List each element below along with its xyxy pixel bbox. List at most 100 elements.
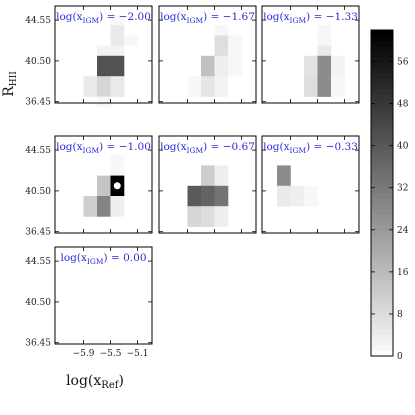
heatmap-cell: [110, 55, 125, 67]
heatmap-cell: [201, 175, 215, 187]
colorbar-segment: [371, 247, 393, 254]
panel-frame: [158, 5, 257, 104]
heatmap-cell: [201, 196, 215, 207]
y-tick-label: 44.55: [25, 257, 51, 267]
colorbar-segment: [371, 220, 393, 227]
heatmap-cell: [97, 96, 111, 108]
panel-frame: [158, 135, 257, 234]
heatmap-cell: [201, 216, 215, 227]
colorbar-segment: [371, 193, 393, 200]
colorbar-tick-label: 0: [397, 352, 403, 362]
heatmap-cell: [187, 196, 202, 207]
panel-background: [55, 247, 152, 344]
colorbar-segment: [371, 78, 393, 85]
colorbar-tick-label: 48: [397, 100, 409, 110]
colorbar-tick-label: 8: [397, 310, 403, 320]
colorbar-segment: [371, 51, 393, 58]
heatmap-cell: [97, 76, 111, 87]
heatmap-cell: [97, 66, 111, 77]
heatmap-cell: [214, 66, 229, 77]
heatmap-cell: [214, 76, 229, 87]
heatmap-cell: [228, 35, 242, 46]
colorbar-frame: [370, 29, 394, 357]
heatmap-cell: [228, 45, 242, 57]
heatmap-cell: [83, 76, 98, 87]
heatmap-cell: [110, 206, 125, 217]
colorbar-segment: [371, 182, 393, 189]
colorbar-segment: [371, 40, 393, 47]
heatmap-cell: [214, 175, 229, 187]
truth-marker: [113, 182, 121, 190]
colorbar-segment: [371, 307, 393, 314]
colorbar-segment: [371, 231, 393, 238]
colorbar-segment: [371, 301, 393, 308]
colorbar-segment: [371, 144, 393, 151]
heatmap-cell: [187, 76, 202, 87]
heatmap-cell: [290, 185, 305, 197]
colorbar-segment: [371, 73, 393, 80]
colorbar-segment: [371, 323, 393, 330]
colorbar-segment: [371, 133, 393, 140]
colorbar-tick-label: 32: [397, 184, 408, 194]
heatmap-cell: [317, 86, 332, 97]
heatmap-cell: [110, 86, 125, 97]
heatmap-cell: [110, 185, 125, 197]
colorbar-segment: [371, 241, 393, 248]
heatmap-cell: [201, 86, 215, 97]
heatmap-cell: [201, 165, 215, 176]
heatmap-cell: [187, 216, 202, 227]
colorbar-segment: [371, 46, 393, 53]
heatmap-cell: [110, 35, 125, 46]
heatmap-cell: [83, 86, 98, 97]
heatmap-cell: [214, 196, 229, 207]
heatmap-cell: [110, 196, 125, 207]
panel-title: log(xIGM) = −1.00: [56, 141, 151, 155]
heatmap-cell: [331, 76, 345, 87]
colorbar-segment: [371, 138, 393, 145]
colorbar-segment: [371, 269, 393, 276]
colorbar-segment: [371, 285, 393, 292]
colorbar-segment: [371, 154, 393, 161]
heatmap-cell: [97, 206, 111, 217]
colorbar-segment: [371, 252, 393, 259]
panel-1: log(xIGM) = −1.67: [158, 5, 257, 104]
panel-title: log(xIGM) = 0.00: [60, 252, 146, 266]
colorbar-segment: [371, 95, 393, 102]
heatmap-cell: [110, 165, 125, 176]
y-tick-label: 44.55: [25, 16, 51, 26]
panel-0: log(xIGM) = −2.00 44.55 40.50 36.45: [25, 5, 153, 108]
heatmap-cell: [187, 86, 202, 97]
colorbar-segment: [371, 279, 393, 286]
panel-title: log(xIGM) = −1.67: [160, 11, 255, 25]
colorbar-tick-label: 16: [397, 268, 409, 278]
colorbar-segment: [371, 100, 393, 107]
colorbar-gradient: [371, 30, 393, 357]
heatmap-cell: [201, 206, 215, 217]
y-tick-label: 40.50: [25, 187, 51, 197]
heatmap-cell: [124, 35, 138, 46]
heatmap-cell: [214, 25, 229, 36]
panel-2: log(xIGM) = −1.33: [261, 5, 360, 104]
heatmap-cell: [277, 175, 291, 187]
colorbar-segment: [371, 106, 393, 113]
heatmap-cell: [201, 66, 215, 77]
colorbar-segment: [371, 111, 393, 118]
heatmap-cell: [214, 165, 229, 176]
colorbar-segment: [371, 35, 393, 42]
colorbar-segment: [371, 203, 393, 210]
heatmap-cell: [110, 45, 125, 57]
heatmap-cell: [214, 216, 229, 227]
heatmap-cell: [83, 206, 98, 217]
heatmap-cell: [304, 185, 318, 197]
heatmap-cell: [214, 45, 229, 57]
heatmap-cell: [277, 165, 291, 176]
heatmap-cell: [97, 45, 111, 57]
heatmap-cell: [187, 206, 202, 217]
heatmap-cell: [317, 45, 332, 57]
panel-5: log(xIGM) = −0.33: [261, 135, 360, 234]
heatmap-cell: [317, 76, 332, 87]
colorbar-segment: [371, 236, 393, 243]
heatmap-cell: [110, 25, 125, 36]
colorbar-segment: [371, 290, 393, 297]
